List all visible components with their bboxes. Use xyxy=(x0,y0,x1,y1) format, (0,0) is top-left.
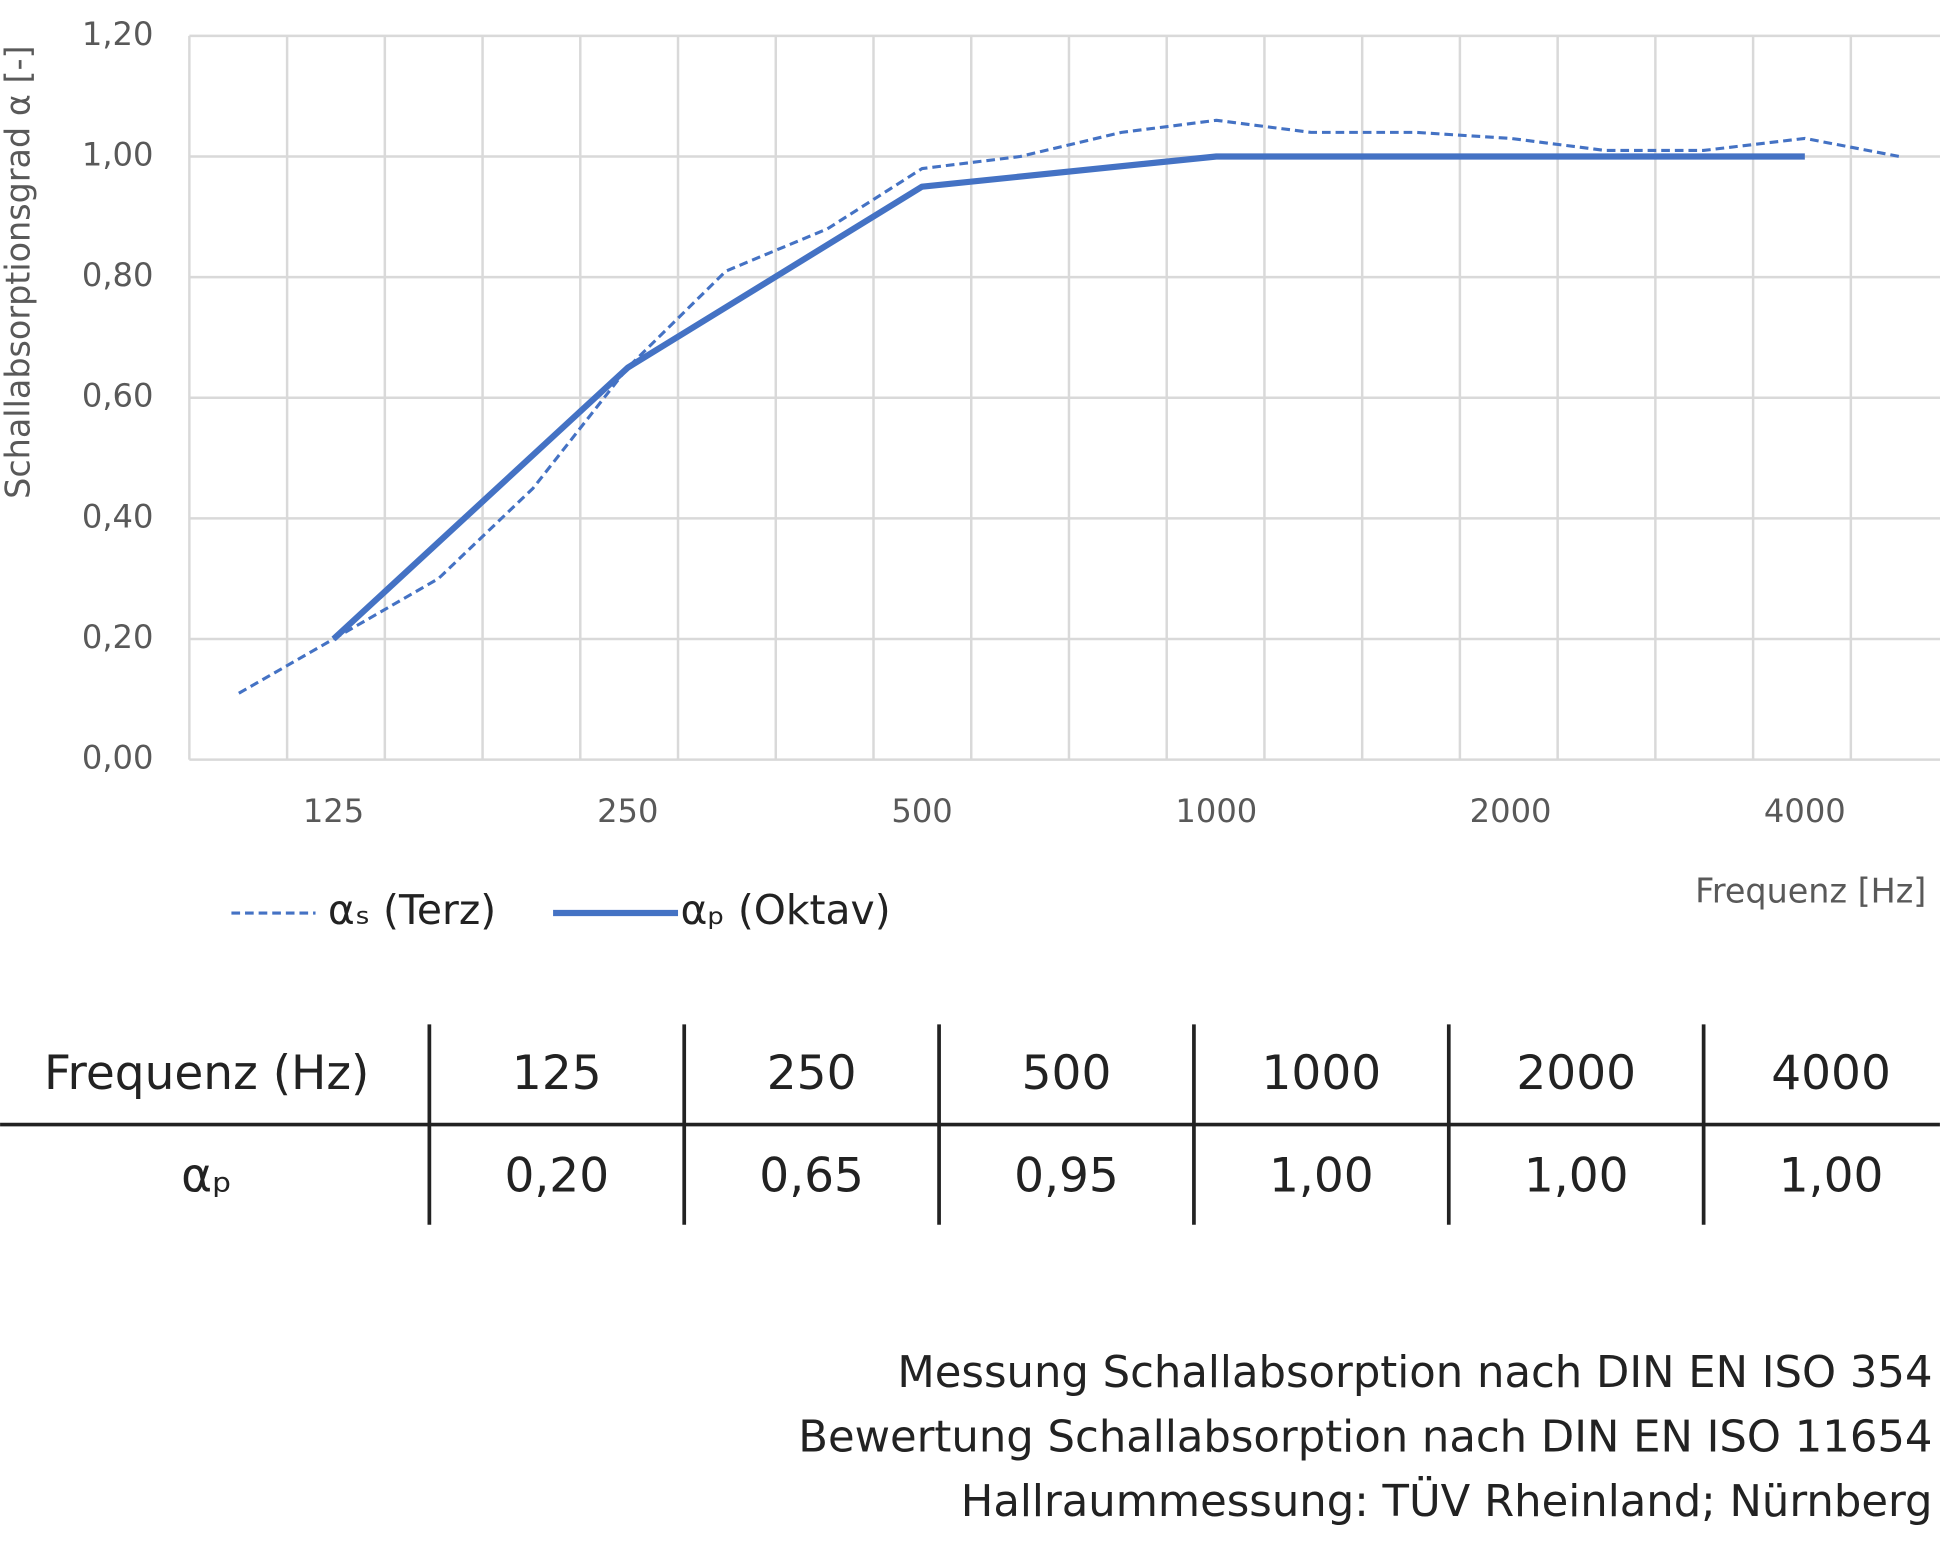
legend-label: αₛ (Terz) xyxy=(328,886,496,934)
x-tick-label: 125 xyxy=(303,792,364,830)
x-tick-label: 500 xyxy=(891,792,952,830)
table-header-cell: 500 xyxy=(1022,1046,1112,1101)
table-header-cell: 250 xyxy=(767,1046,857,1101)
x-tick-label: 250 xyxy=(597,792,658,830)
footnote: Bewertung Schallabsorption nach DIN EN I… xyxy=(798,1413,1932,1463)
y-tick-label: 0,80 xyxy=(82,256,154,294)
x-tick-label: 4000 xyxy=(1764,792,1846,830)
y-tick-label: 1,00 xyxy=(82,136,154,174)
y-tick-label: 0,20 xyxy=(82,618,154,656)
y-tick-label: 1,20 xyxy=(82,15,154,53)
table-cell: 0,65 xyxy=(759,1149,864,1204)
legend-label: αₚ (Oktav) xyxy=(681,886,891,934)
table-header-cell: 1000 xyxy=(1262,1046,1382,1101)
y-tick-label: 0,00 xyxy=(82,739,154,777)
table-cell: 1,00 xyxy=(1524,1149,1629,1204)
footnote: Hallraummessung: TÜV Rheinland; Nürnberg xyxy=(961,1476,1933,1527)
y-axis-title: Schallabsorptionsgrad α [-] xyxy=(0,45,37,498)
footnote: Messung Schallabsorption nach DIN EN ISO… xyxy=(897,1348,1932,1398)
y-tick-label: 0,60 xyxy=(82,377,154,415)
x-axis-title: Frequenz [Hz] xyxy=(1695,872,1926,911)
series-line xyxy=(238,118,1900,695)
table-header-cell: 2000 xyxy=(1516,1046,1636,1101)
series-line xyxy=(331,153,1805,642)
table-header-cell: 4000 xyxy=(1771,1046,1891,1101)
table-cell: 0,20 xyxy=(504,1149,609,1204)
table-header-cell: 125 xyxy=(512,1046,602,1101)
y-tick-label: 0,40 xyxy=(82,497,154,535)
table-header-cell: Frequenz (Hz) xyxy=(44,1046,369,1101)
table-cell: 0,95 xyxy=(1014,1149,1119,1204)
table-cell: αₚ xyxy=(181,1149,232,1204)
x-tick-label: 2000 xyxy=(1470,792,1552,830)
table-cell: 1,00 xyxy=(1269,1149,1374,1204)
table-cell: 1,00 xyxy=(1779,1149,1884,1204)
x-tick-label: 1000 xyxy=(1175,792,1257,830)
